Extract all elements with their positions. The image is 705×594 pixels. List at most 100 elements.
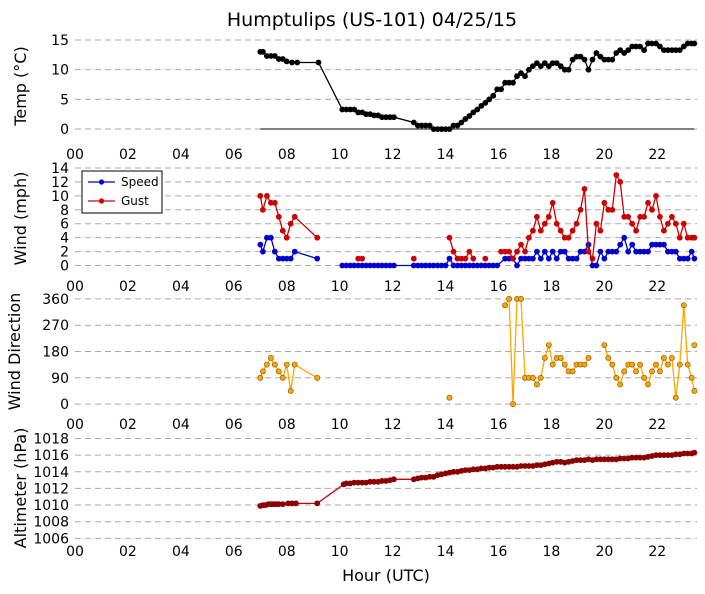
data-point — [283, 361, 290, 368]
data-point — [314, 500, 321, 507]
series-gust — [257, 172, 698, 262]
data-point — [577, 206, 584, 213]
series-direction — [257, 295, 698, 407]
data-point — [267, 354, 274, 361]
data-point — [545, 213, 552, 220]
y-tick-label: 1018 — [33, 431, 69, 447]
x-tick-label: 10 — [331, 544, 349, 560]
data-point — [585, 248, 592, 255]
data-point — [530, 374, 536, 381]
x-tick-label: 00 — [66, 544, 84, 560]
data-point — [530, 63, 536, 69]
x-tick-label: 00 — [66, 279, 84, 295]
data-point — [271, 361, 278, 368]
data-point — [688, 248, 695, 255]
data-point — [672, 394, 679, 401]
data-point — [581, 185, 588, 192]
data-point — [510, 401, 516, 407]
x-tick-label: 04 — [172, 147, 190, 163]
data-point — [649, 206, 655, 213]
data-point — [545, 342, 552, 348]
data-point — [565, 66, 572, 73]
y-tick-label: 1008 — [33, 515, 69, 531]
x-tick-label: 14 — [437, 417, 455, 433]
y-tick-label: 10 — [51, 63, 69, 79]
data-point — [530, 255, 536, 262]
data-point — [541, 354, 548, 361]
data-point — [275, 213, 282, 220]
data-point — [526, 234, 532, 241]
data-point — [573, 220, 580, 227]
data-point — [257, 374, 264, 381]
data-point — [271, 53, 278, 59]
data-point — [553, 60, 560, 66]
x-tick-label: 06 — [225, 279, 243, 295]
data-point — [680, 220, 687, 227]
data-point — [653, 361, 659, 368]
data-point — [470, 109, 477, 116]
x-tick-label: 04 — [172, 279, 190, 295]
y-axis-label: Wind (mph) — [11, 172, 30, 266]
y-tick-label: 2 — [60, 245, 69, 261]
data-point — [271, 199, 278, 206]
panel-1: 0 5 10 15 00 02 04 06 08 10 12 14 16 18 20 22 Temp (°C) — [11, 33, 698, 163]
data-point — [518, 70, 524, 77]
x-tick-label: 10 — [331, 147, 349, 163]
data-point — [526, 66, 532, 73]
x-axis-label: Hour (UTC) — [342, 566, 430, 585]
data-point — [482, 100, 489, 106]
data-point — [633, 227, 639, 234]
data-point — [637, 43, 643, 50]
y-tick-label: 0 — [60, 397, 69, 413]
data-point — [279, 374, 286, 381]
chart-title: Humptulips (US-101) 04/25/15 — [227, 9, 517, 31]
data-point — [279, 501, 286, 508]
data-point — [530, 227, 536, 234]
data-point — [359, 255, 366, 262]
data-point — [446, 234, 453, 241]
y-tick-label: 8 — [60, 203, 69, 219]
data-point — [613, 50, 620, 56]
data-point — [490, 92, 497, 99]
data-point — [625, 47, 632, 53]
data-point — [645, 248, 651, 255]
data-point — [259, 206, 266, 213]
data-point — [549, 361, 556, 368]
data-point — [522, 248, 528, 255]
data-point — [557, 63, 564, 69]
data-point — [601, 199, 608, 206]
data-point — [589, 255, 596, 262]
data-point — [691, 40, 698, 47]
x-tick-label: 20 — [595, 417, 613, 433]
data-point — [569, 56, 576, 63]
x-tick-label: 22 — [648, 147, 666, 163]
data-point — [259, 248, 266, 255]
data-point — [502, 302, 508, 309]
data-point — [569, 227, 576, 234]
x-tick-label: 16 — [490, 147, 508, 163]
data-point — [597, 248, 604, 255]
data-point — [314, 255, 321, 262]
data-point — [470, 255, 477, 262]
data-point — [514, 248, 520, 255]
x-tick-label: 16 — [490, 417, 508, 433]
data-point — [267, 234, 274, 241]
data-point — [534, 381, 540, 388]
data-point — [478, 103, 485, 109]
y-tick-label: 6 — [60, 217, 69, 233]
x-tick-label: 20 — [595, 279, 613, 295]
data-point — [565, 234, 572, 241]
data-point — [569, 368, 576, 375]
data-point — [676, 47, 683, 53]
data-point — [617, 178, 624, 185]
data-point — [629, 220, 636, 227]
data-point — [585, 66, 592, 73]
data-point — [442, 262, 449, 269]
data-point — [446, 126, 453, 133]
data-point — [390, 476, 397, 483]
data-point — [625, 248, 632, 255]
x-tick-label: 00 — [66, 147, 84, 163]
y-tick-label: 1006 — [33, 531, 69, 547]
